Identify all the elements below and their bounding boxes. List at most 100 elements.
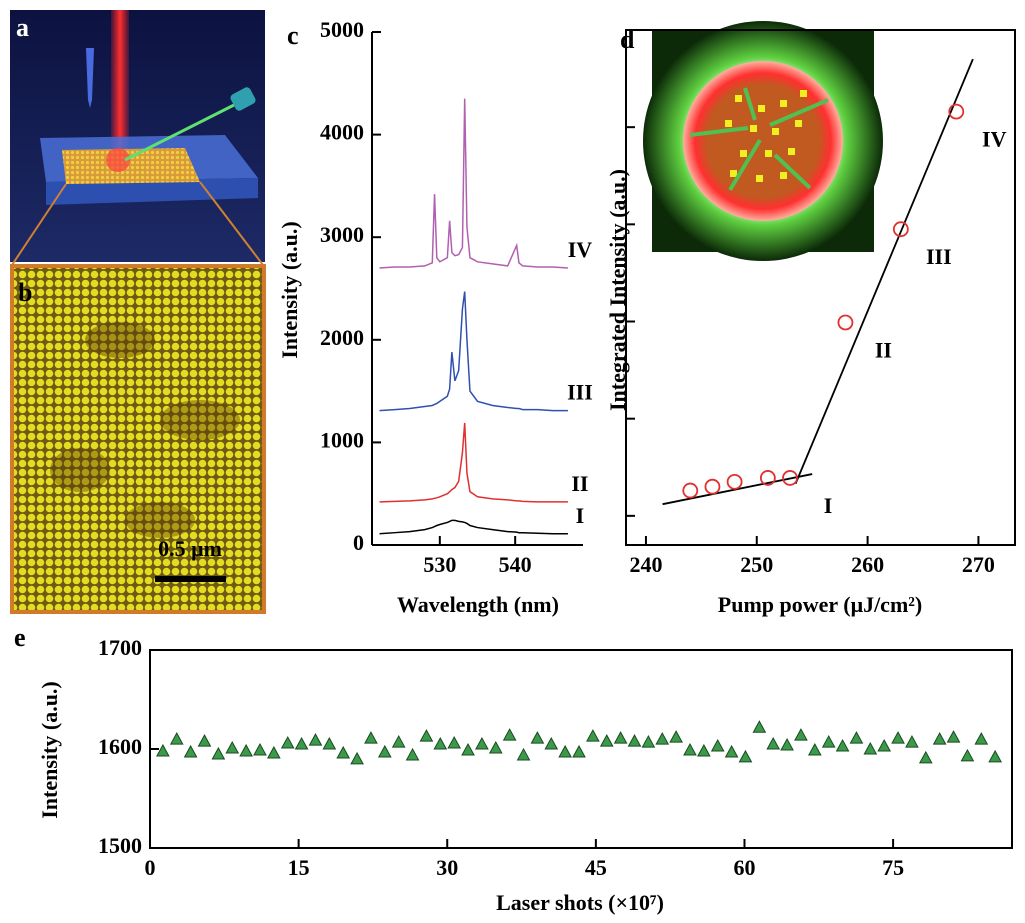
data-point	[932, 732, 947, 745]
data-point	[807, 742, 822, 756]
data-point	[837, 314, 854, 331]
data-point	[683, 742, 697, 756]
data-point	[225, 740, 240, 754]
data-point	[267, 745, 281, 759]
data-point	[892, 221, 909, 238]
data-point	[960, 748, 975, 762]
x-tick-label: 540	[499, 552, 532, 577]
data-point	[239, 743, 253, 757]
data-point	[697, 743, 711, 757]
data-point	[544, 737, 559, 750]
data-point	[738, 749, 753, 763]
x-tick-label: 0	[145, 855, 156, 880]
scale-bar-label: 0.5 μm	[158, 536, 222, 561]
panel-label: a	[16, 13, 29, 42]
data-point	[586, 729, 600, 742]
point-label: IV	[982, 127, 1007, 152]
x-tick-label: 530	[423, 552, 456, 577]
data-point	[433, 737, 448, 750]
data-point	[863, 741, 878, 755]
data-point	[350, 751, 364, 765]
plot-frame	[625, 29, 1016, 546]
data-point	[752, 720, 767, 733]
data-point	[655, 732, 670, 745]
data-point	[710, 738, 725, 752]
point-label: II	[875, 338, 892, 363]
series-label: I	[576, 503, 585, 528]
data-point	[377, 744, 392, 758]
data-point	[447, 736, 462, 749]
data-point	[821, 735, 836, 748]
data-point	[461, 742, 475, 756]
data-point	[613, 731, 628, 744]
spectrum-line	[379, 98, 568, 269]
y-axis-title: Intensity (a.u.)	[277, 221, 302, 359]
x-tick-label: 15	[288, 855, 310, 880]
x-axis-title: Pump power (μJ/cm²)	[718, 592, 922, 617]
spectrum-line	[379, 291, 568, 412]
y-tick-label: 4000	[320, 120, 364, 145]
data-point	[849, 731, 864, 744]
data-point	[835, 738, 850, 752]
point-label: III	[926, 244, 952, 269]
data-point	[682, 482, 699, 499]
data-point	[669, 730, 683, 743]
data-point	[641, 735, 656, 748]
data-point	[502, 728, 517, 741]
data-point	[782, 470, 798, 486]
data-point	[197, 734, 212, 747]
data-point	[488, 740, 503, 754]
spectrum-line	[379, 422, 568, 503]
data-point	[156, 743, 170, 757]
data-point	[294, 737, 309, 750]
y-tick-label: 1500	[98, 833, 142, 858]
data-point	[253, 742, 267, 756]
data-point	[280, 736, 295, 749]
data-point	[766, 737, 781, 750]
data-point	[599, 734, 614, 747]
x-tick-label: 270	[962, 552, 995, 577]
panel-label: b	[18, 278, 32, 307]
data-point	[974, 732, 989, 745]
y-tick-label: 5000	[320, 17, 364, 42]
data-point	[759, 470, 776, 486]
data-point	[948, 103, 965, 120]
data-point	[322, 737, 337, 750]
y-axis-title: Intensity (a.u.)	[37, 681, 62, 819]
data-point	[405, 747, 420, 761]
y-tick-label: 1700	[98, 635, 142, 660]
data-point	[183, 744, 198, 758]
y-tick-label: 3000	[320, 222, 364, 247]
panel-a-illustration	[10, 10, 265, 266]
panel-label: e	[14, 623, 26, 652]
spectrum-line	[379, 519, 568, 535]
data-point	[704, 478, 721, 495]
x-axis-title: Wavelength (nm)	[397, 592, 559, 617]
data-point	[946, 730, 961, 743]
data-point	[572, 744, 586, 758]
y-tick-label: 0	[353, 530, 364, 555]
y-tick-label: 1600	[98, 734, 142, 759]
data-point	[336, 745, 351, 759]
panel-d-inset	[643, 21, 883, 261]
series-label: III	[567, 380, 593, 405]
panel-label: c	[287, 21, 299, 50]
data-point	[419, 729, 434, 742]
data-point	[530, 731, 545, 744]
data-point	[516, 747, 531, 761]
data-point	[169, 732, 184, 745]
x-tick-label: 60	[733, 855, 755, 880]
data-point	[627, 734, 642, 747]
panel-b-image	[10, 264, 266, 614]
data-point	[391, 735, 406, 748]
data-point	[918, 750, 933, 764]
panel-label: d	[620, 25, 635, 54]
data-point	[794, 728, 808, 741]
data-point	[988, 749, 1002, 763]
data-point	[891, 731, 905, 744]
fit-line	[794, 58, 974, 485]
series-label: II	[571, 471, 588, 496]
point-label: I	[824, 493, 833, 518]
x-tick-label: 240	[629, 552, 662, 577]
